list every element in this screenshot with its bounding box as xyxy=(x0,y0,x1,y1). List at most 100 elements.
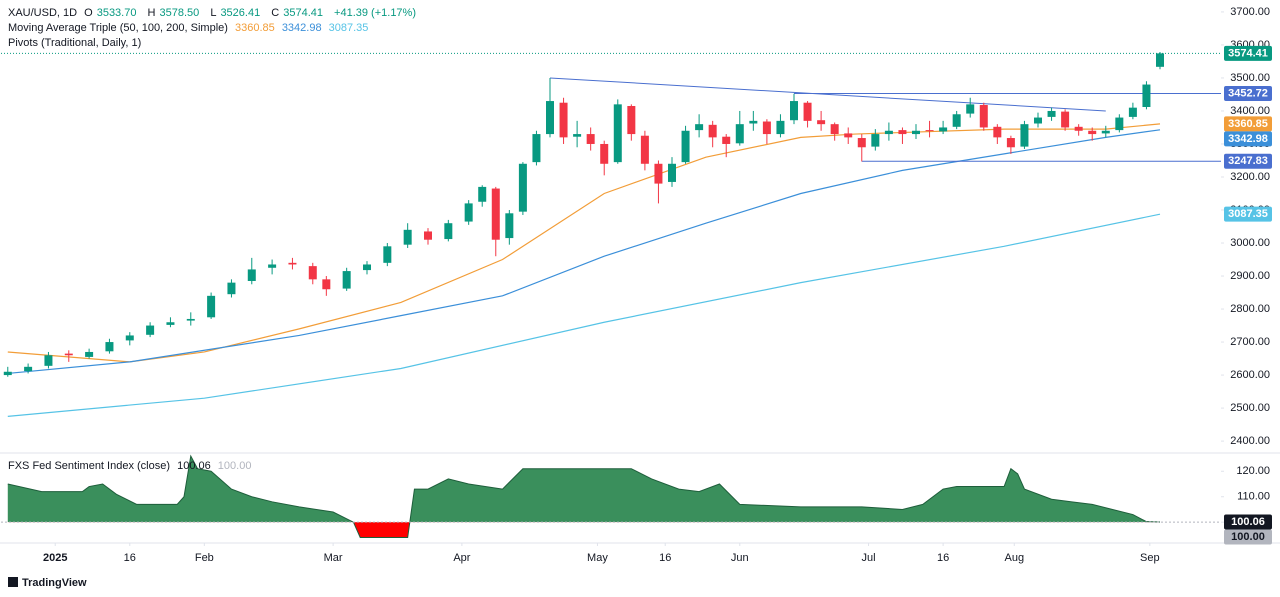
candle-body xyxy=(288,262,297,265)
y-tick-label: 3400.00 xyxy=(1230,105,1270,117)
candle-body xyxy=(939,127,948,132)
candle-body xyxy=(966,104,975,114)
x-tick-label: 2025 xyxy=(43,552,67,564)
price-label: 3574.41 xyxy=(1228,47,1268,59)
candle-body xyxy=(363,264,371,271)
candle-body xyxy=(1020,124,1029,147)
candle-body xyxy=(546,101,554,135)
candle-body xyxy=(227,282,236,295)
candle-body xyxy=(464,203,473,222)
candle-body xyxy=(993,126,1002,138)
ohlc-value: 3533.70 xyxy=(96,7,137,19)
candle-body xyxy=(735,124,744,144)
pivots-title: Pivots (Traditional, Daily, 1) xyxy=(8,37,142,49)
candle-body xyxy=(776,120,785,135)
price-label-box xyxy=(1224,514,1272,530)
candle-body xyxy=(1061,111,1070,128)
ma-value: 3087.35 xyxy=(328,22,369,34)
candle-body xyxy=(898,130,907,135)
candle-body xyxy=(708,124,717,138)
legend-main: XAU/USD, 1D O 3533.70 H 3578.50 L 3526.41 C… xyxy=(8,6,420,51)
ohlc: O 3533.70 xyxy=(84,7,140,19)
candle-body xyxy=(247,269,256,281)
candle-body xyxy=(695,124,704,131)
candle-body xyxy=(85,351,94,357)
candle-body xyxy=(654,163,663,184)
price-label-box xyxy=(1224,45,1272,61)
candle-body xyxy=(627,106,636,135)
price-label-box xyxy=(1224,206,1272,222)
x-tick-label: 16 xyxy=(124,552,136,564)
candle-body xyxy=(762,121,771,135)
y-tick-label: 2500.00 xyxy=(1230,402,1270,414)
ohlc-value: 3526.41 xyxy=(220,7,261,19)
candle-body xyxy=(383,246,392,263)
candle-body xyxy=(424,231,432,240)
candle-body xyxy=(505,213,514,239)
candle-body xyxy=(1115,117,1124,131)
price-label-box xyxy=(1224,116,1272,132)
candle-body xyxy=(857,138,866,148)
candle-body xyxy=(1101,130,1110,134)
brand: TradingView xyxy=(8,577,87,589)
y-tick-label: 120.00 xyxy=(1236,465,1270,477)
ohlc-prefix: O xyxy=(84,7,93,19)
candle-body xyxy=(1074,126,1083,131)
candle-body xyxy=(478,186,487,202)
candle-body xyxy=(559,102,568,138)
candle-body xyxy=(44,355,53,366)
y-tick-label: 3700.00 xyxy=(1230,6,1270,18)
candle-body xyxy=(1006,138,1015,148)
y-tick-label: 3200.00 xyxy=(1230,171,1270,183)
candle-body xyxy=(3,371,12,376)
candle-body xyxy=(884,130,893,135)
indicator-baseline: 100.00 xyxy=(217,460,252,472)
symbol: XAU/USD, 1D xyxy=(8,7,78,19)
x-tick-label: Jul xyxy=(862,552,876,564)
candle-body xyxy=(491,188,500,240)
price-label: 3360.85 xyxy=(1228,118,1268,130)
candle-body xyxy=(1047,110,1056,117)
moving-average xyxy=(7,213,1161,417)
candle-body xyxy=(1128,107,1137,117)
indicator-value: 100.06 xyxy=(177,460,211,472)
candle-body xyxy=(518,163,527,212)
candle-body xyxy=(166,322,175,325)
ohlc-value: 3578.50 xyxy=(159,7,200,19)
ma-title: Moving Average Triple (50, 100, 200, Sim… xyxy=(8,22,228,34)
ohlc-value: 3574.41 xyxy=(283,7,323,19)
legend-sentiment: FXS Fed Sentiment Index (close) 100.06 1… xyxy=(8,459,255,474)
candle-body xyxy=(146,325,155,335)
candle-body xyxy=(817,120,826,125)
candle-body xyxy=(444,223,453,240)
moving-average xyxy=(7,123,1161,363)
ohlc: C 3574.41 xyxy=(271,7,327,19)
ohlc: L 3526.41 xyxy=(210,7,264,19)
candle-body xyxy=(613,104,622,163)
price-label-box xyxy=(1224,529,1272,545)
trendline xyxy=(549,77,1106,112)
candle-body xyxy=(749,120,758,124)
x-tick-label: Jun xyxy=(731,552,749,564)
candle-body xyxy=(1034,117,1042,124)
candle-body xyxy=(125,335,134,341)
candle-body xyxy=(403,229,412,245)
ohlc: H 3578.50 xyxy=(148,7,204,19)
candle-body xyxy=(105,342,114,352)
y-tick-label: 3000.00 xyxy=(1230,237,1270,249)
candle-body xyxy=(722,136,731,144)
y-tick-label: 2800.00 xyxy=(1230,303,1270,315)
candle-body xyxy=(668,163,676,182)
ma-value: 3342.98 xyxy=(281,22,322,34)
candle-body xyxy=(844,133,853,138)
ohlc-prefix: H xyxy=(147,7,156,19)
x-tick-label: 16 xyxy=(937,552,949,564)
price-label-box xyxy=(1224,131,1272,147)
candle-body xyxy=(803,102,812,121)
ma-value: 3360.85 xyxy=(234,22,275,34)
x-tick-label: Mar xyxy=(324,552,343,564)
candle-body xyxy=(871,134,880,147)
candle-body xyxy=(207,295,216,318)
candle-body xyxy=(268,264,277,268)
